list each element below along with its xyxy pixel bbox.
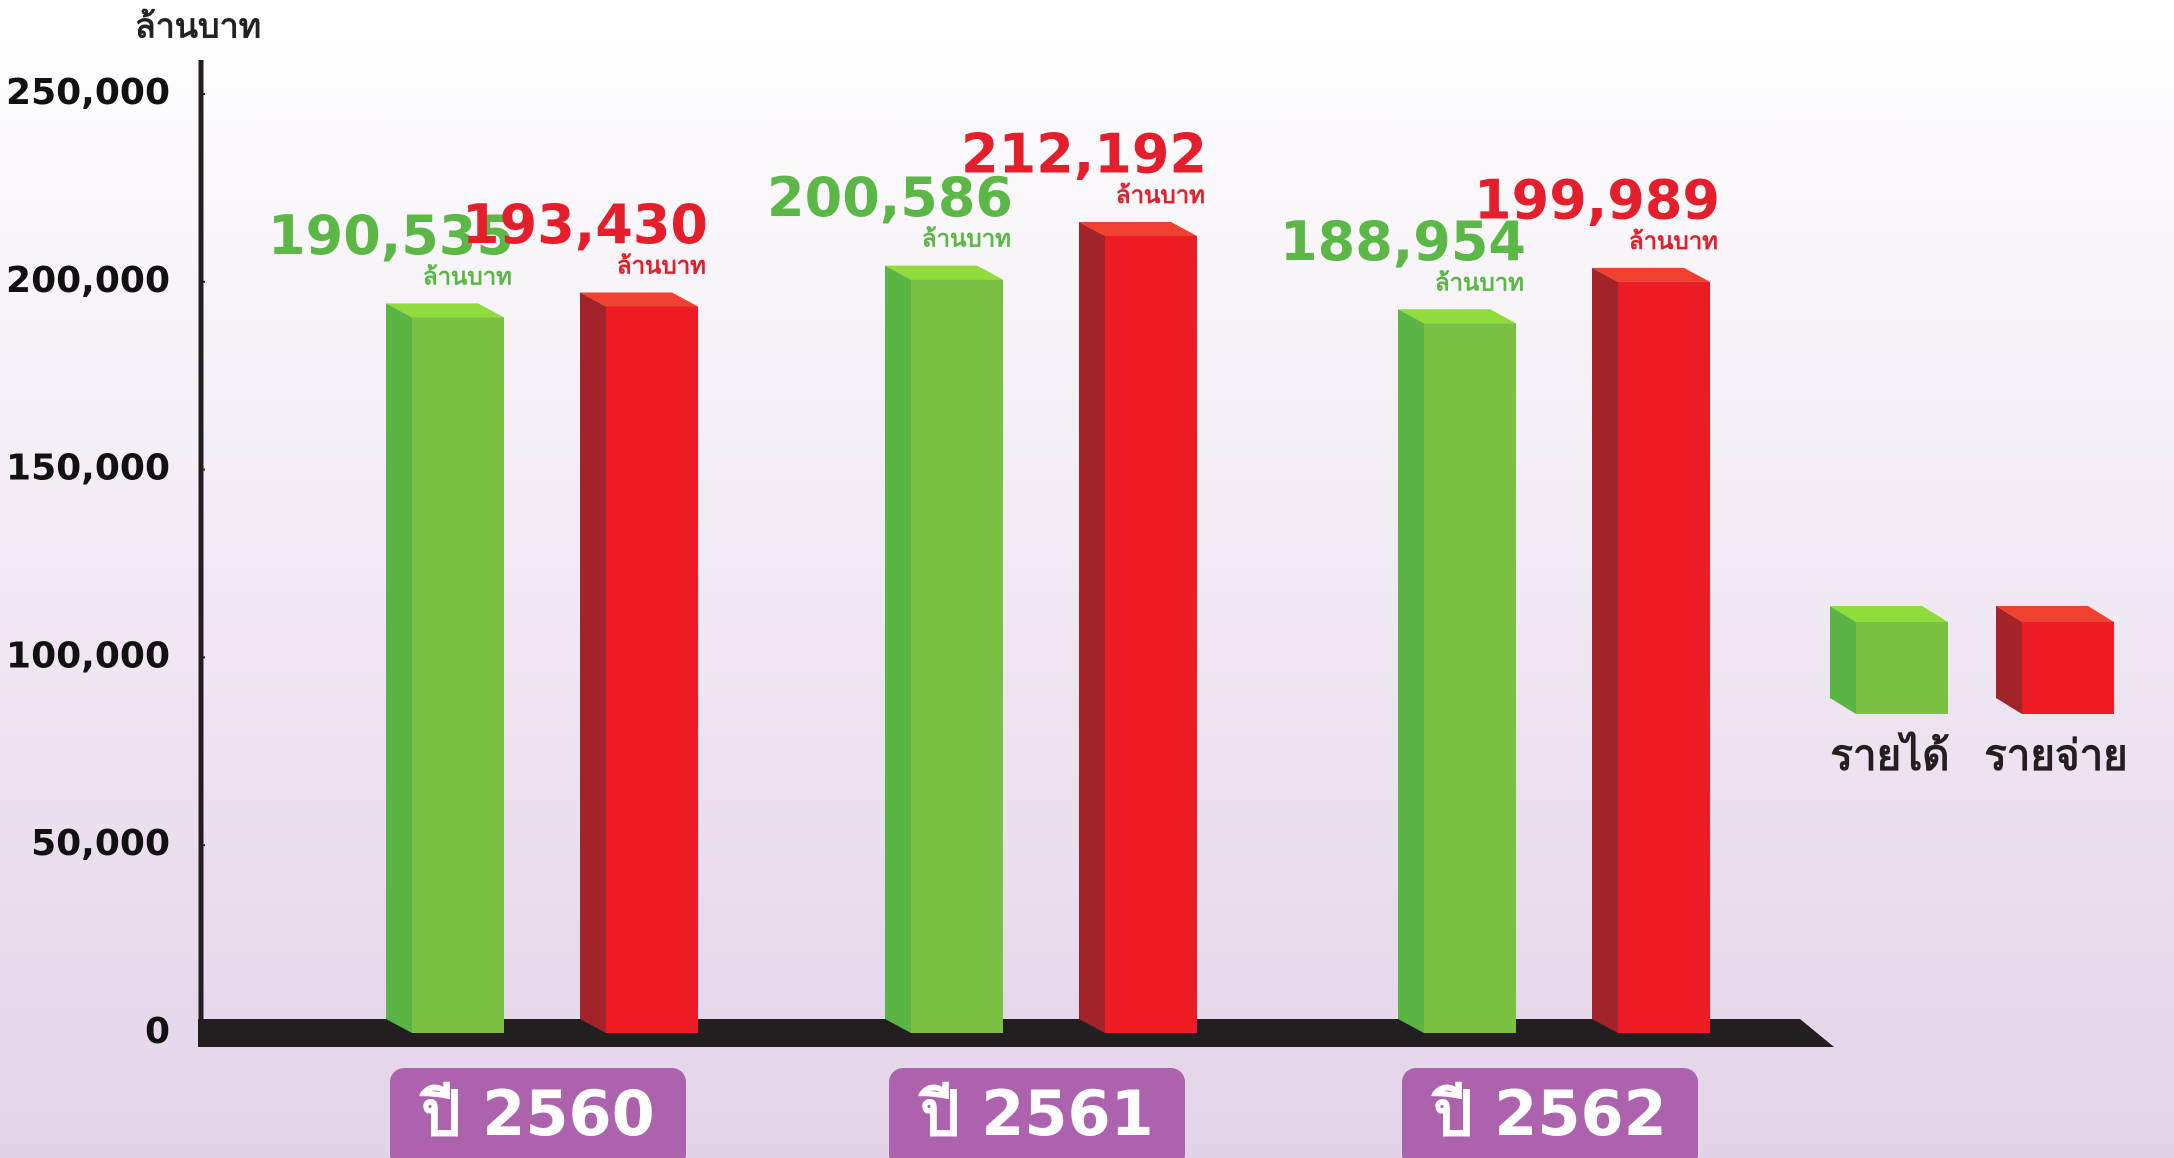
bar-top [1592,267,1710,282]
legend-item: รายจ่าย [1984,606,2128,780]
bar-top [386,303,504,318]
bar-side [885,265,911,1033]
y-tick-label: 150,000 [6,448,170,489]
value-label: 199,989 [1474,168,1720,231]
y-tick-label: 100,000 [6,635,170,676]
bar [1398,309,1516,1033]
value-label: 190,535 [268,204,514,267]
bar-side [1592,267,1618,1033]
bar-front [1424,323,1516,1033]
legend-side [1830,606,1856,714]
bar [386,303,504,1033]
value-label: 193,430 [462,193,708,256]
value-unit: ล้านบาท [1629,227,1718,255]
value-unit: ล้านบาท [617,251,706,279]
value-unit: ล้านบาท [1435,268,1524,296]
bar-top [1398,309,1516,324]
bar-top [1079,222,1197,237]
legend-top [1996,606,2114,622]
category-pill [390,1068,686,1158]
bar-front [911,279,1003,1033]
x-tick-label: ปี 2562 [1431,1077,1667,1150]
category-pill [1402,1068,1698,1158]
value-label: 188,954 [1280,210,1526,273]
bar-side [1398,309,1424,1033]
legend-swatch [2022,622,2114,714]
bar [885,265,1003,1033]
y-tick-label: 250,000 [6,72,170,113]
bar-front [1618,281,1710,1033]
category-pill [889,1068,1185,1158]
legend-item: รายได้ [1830,606,1950,780]
legend-label: รายได้ [1830,731,1949,780]
bar-top [580,292,698,307]
legend-label: รายจ่าย [1984,731,2128,780]
value-unit: ล้านบาท [1116,181,1205,209]
y-tick-label: 0 [145,1011,170,1052]
y-tick-label: 50,000 [31,823,170,864]
bar-front [412,317,504,1033]
bar-side [386,303,412,1033]
bar [580,292,698,1033]
y-tick-label: 200,000 [6,260,170,301]
value-unit: ล้านบาท [922,225,1011,253]
bar-front [1105,236,1197,1034]
value-unit: ล้านบาท [423,262,512,290]
bar-side [580,292,606,1033]
value-label: 212,192 [961,123,1207,186]
legend-swatch [1856,622,1948,714]
bar [1592,267,1710,1033]
legend-top [1830,606,1948,622]
bar [1079,222,1197,1034]
legend-side [1996,606,2022,714]
bar-top [885,265,1003,280]
x-tick-label: ปี 2561 [918,1077,1154,1150]
x-tick-label: ปี 2560 [419,1077,655,1150]
y-axis-label: ล้านบาท [135,7,261,47]
bar-side [1079,222,1105,1034]
value-label: 200,586 [767,166,1013,229]
bar-front [606,306,698,1033]
